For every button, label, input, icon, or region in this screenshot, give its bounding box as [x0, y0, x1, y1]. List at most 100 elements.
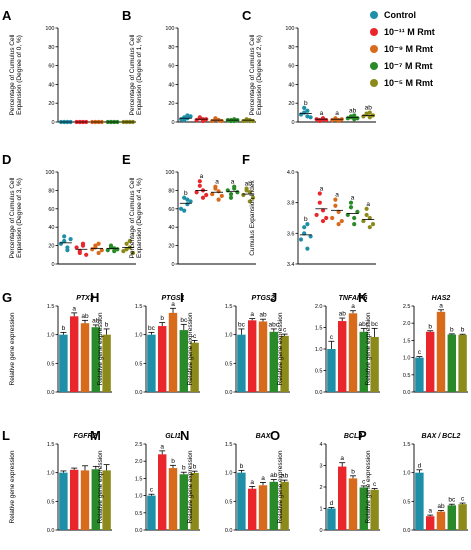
y-tick-label: 0: [171, 120, 174, 126]
y-tick-label: 0: [171, 262, 174, 268]
significance-label: abc: [269, 321, 280, 328]
data-point: [225, 188, 230, 193]
significance-label: c: [362, 478, 366, 485]
y-tick-label: 1.0: [135, 494, 143, 500]
data-point: [317, 200, 322, 205]
bar: [91, 469, 101, 530]
y-axis-label: Relative gene expression: [277, 450, 284, 523]
bar: [179, 474, 189, 530]
data-point: [188, 199, 193, 204]
bar: [370, 336, 379, 392]
data-point: [336, 222, 341, 227]
data-point: [302, 105, 307, 110]
data-point: [352, 222, 357, 227]
bar: [327, 508, 336, 530]
data-point: [250, 195, 256, 200]
data-point: [305, 222, 310, 227]
y-tick-label: 1.0: [225, 333, 233, 339]
significance-label: a: [160, 443, 164, 450]
y-tick-label: 20: [288, 101, 294, 107]
significance-label: ab: [92, 317, 100, 324]
data-point: [235, 190, 240, 195]
significance-label: b: [428, 323, 432, 330]
bar: [415, 357, 424, 392]
data-point: [330, 215, 335, 221]
significance-label: b: [461, 327, 465, 334]
bar: [190, 472, 199, 530]
y-tick-label: 0.5: [403, 499, 411, 505]
bar: [258, 485, 268, 530]
gene-title: TNFAIP6: [339, 295, 368, 302]
y-axis-label: Percentage of Cumulus Cell: [9, 177, 16, 258]
data-point: [367, 115, 372, 120]
data-point: [302, 231, 307, 236]
data-point: [305, 108, 310, 113]
y-tick-label: 1.0: [225, 471, 233, 477]
y-tick-label: 1.5: [47, 304, 55, 310]
panel-letter: E: [122, 152, 131, 167]
data-point: [364, 212, 369, 218]
data-point: [364, 206, 369, 211]
bar: [280, 335, 289, 392]
y-tick-label: 0: [319, 528, 322, 534]
y-axis-label: Relative gene expression: [9, 312, 16, 385]
significance-label: b: [304, 216, 308, 223]
data-point: [99, 248, 104, 253]
bar: [102, 334, 111, 392]
significance-label: a: [215, 179, 219, 186]
significance-label: c: [283, 327, 287, 334]
data-point: [352, 215, 357, 221]
significance-label: ab: [437, 503, 445, 510]
significance-label: bc: [148, 325, 156, 332]
y-axis-label: Percentage of Cumulus Cell: [9, 34, 16, 115]
legend-marker: [370, 11, 378, 19]
panel-G: G PTX3 Relative gene expression 0.0 0.5 1.0 1.…: [2, 290, 112, 396]
y-axis-label: Percentage of Cumulus Cell: [249, 34, 256, 115]
bar: [190, 342, 199, 392]
y-tick-label: 3: [319, 464, 322, 470]
data-point: [367, 110, 372, 115]
data-point: [324, 215, 329, 221]
panel-E: E Percentage of Cumulus Cell Expansion (De…: [122, 152, 256, 268]
legend-label: 10⁻⁷ M Rmt: [384, 61, 432, 71]
significance-label: a: [335, 192, 339, 199]
panel-letter: A: [2, 8, 12, 23]
y-tick-label: 1.0: [315, 347, 323, 353]
significance-label: bc: [371, 321, 379, 328]
legend-label: 10⁻⁵ M Rmt: [384, 78, 433, 88]
gene-title: BAX: [256, 433, 272, 440]
bar: [147, 495, 156, 530]
y-tick-label: 0.0: [135, 390, 143, 396]
significance-label: c: [373, 481, 377, 488]
significance-label: a: [231, 179, 235, 186]
y-tick-label: 80: [48, 188, 54, 194]
data-point: [58, 241, 64, 246]
bar: [436, 511, 446, 530]
data-point: [219, 118, 224, 124]
panel-P: P BAX / BCL2 Relative gene expression 0.0 0.…: [358, 428, 468, 534]
y-axis-label: Relative gene expression: [277, 312, 284, 385]
significance-label: ab: [339, 311, 347, 318]
data-point: [185, 197, 190, 202]
panel-letter: O: [270, 428, 280, 443]
significance-label: ab: [81, 313, 89, 320]
bar: [258, 321, 268, 392]
data-point: [308, 234, 313, 239]
y-axis-label: Percentage of Cumulus Cell: [129, 34, 136, 115]
data-point: [355, 116, 360, 121]
y-axis-label: Relative gene expression: [365, 312, 372, 385]
bar: [425, 516, 435, 530]
y-tick-label: 4: [319, 442, 322, 448]
bar: [59, 472, 68, 530]
data-point: [105, 248, 110, 253]
y-tick-label: 1.5: [135, 304, 143, 310]
significance-label: b: [184, 190, 188, 197]
panel-letter: G: [2, 290, 12, 305]
y-axis-label: Relative gene expression: [187, 450, 194, 523]
y-axis-label: Relative gene expression: [187, 312, 194, 385]
y-axis-label: Relative gene expression: [365, 450, 372, 523]
y-tick-label: 3.6: [287, 231, 295, 237]
y-axis-label: Expansion (Degree of 1, %): [136, 35, 143, 115]
